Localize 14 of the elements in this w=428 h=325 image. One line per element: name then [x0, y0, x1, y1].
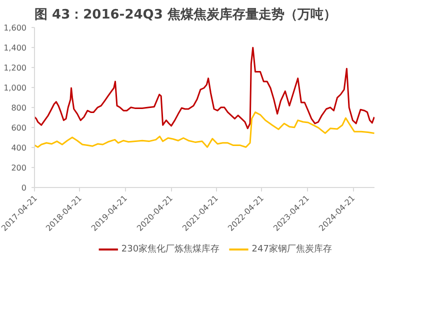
legend-label: 230家焦化厂炼焦煤库存 [121, 244, 220, 254]
y-tick-label: 200 [11, 164, 27, 172]
y-tick-label: 1,200 [4, 64, 27, 72]
y-tick-label: 400 [11, 144, 27, 152]
y-tick-label: 0 [21, 184, 27, 192]
line-series [34, 111, 374, 148]
legend-label: 247家钢厂焦炭库存 [252, 244, 332, 254]
y-tick-label: 800 [11, 104, 27, 112]
y-tick-label: 1,600 [4, 24, 27, 32]
y-tick-label: 1,000 [4, 84, 27, 92]
y-tick-label: 600 [11, 124, 27, 132]
chart-title: 图 43：2016-24Q3 焦煤焦炭库存量走势（万吨） [34, 6, 336, 22]
y-tick-label: 1,400 [4, 44, 27, 52]
line-series [34, 46, 374, 130]
